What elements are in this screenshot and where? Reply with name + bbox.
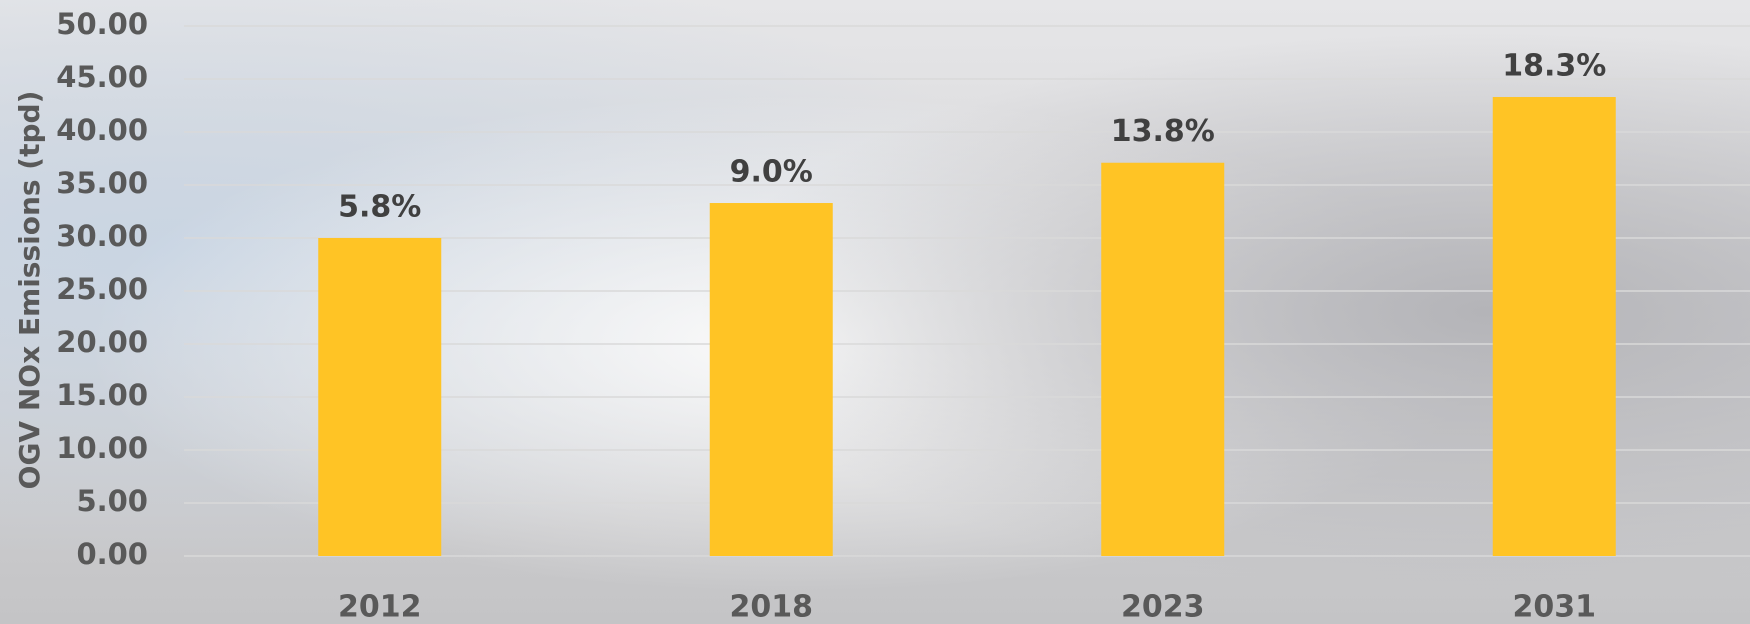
x-tick-label: 2031 [1513,590,1597,624]
bar [1492,97,1616,557]
y-tick-label: 45.00 [56,60,148,94]
x-tick-label: 2023 [1121,590,1205,624]
y-tick-label: 20.00 [56,325,148,359]
data-label: 13.8% [1111,114,1215,149]
y-tick-label: 25.00 [56,272,148,306]
y-axis-label: OGV NOx Emissions (tpd) [13,91,46,490]
y-tick-label: 0.00 [76,537,148,571]
y-tick-label: 15.00 [56,378,148,412]
y-tick-label: 40.00 [56,113,148,147]
x-tick-label: 2018 [730,590,814,624]
bar [318,238,442,556]
bar [709,203,833,556]
bar [1101,162,1225,557]
data-label: 9.0% [730,155,813,190]
data-label: 5.8% [338,190,421,225]
y-tick-label: 50.00 [56,7,148,41]
y-tick-label: 35.00 [56,166,148,200]
x-tick-label: 2012 [338,590,422,624]
y-tick-label: 5.00 [76,484,148,518]
y-tick-label: 30.00 [56,219,148,253]
data-label: 18.3% [1502,49,1606,84]
y-tick-label: 10.00 [56,431,148,465]
